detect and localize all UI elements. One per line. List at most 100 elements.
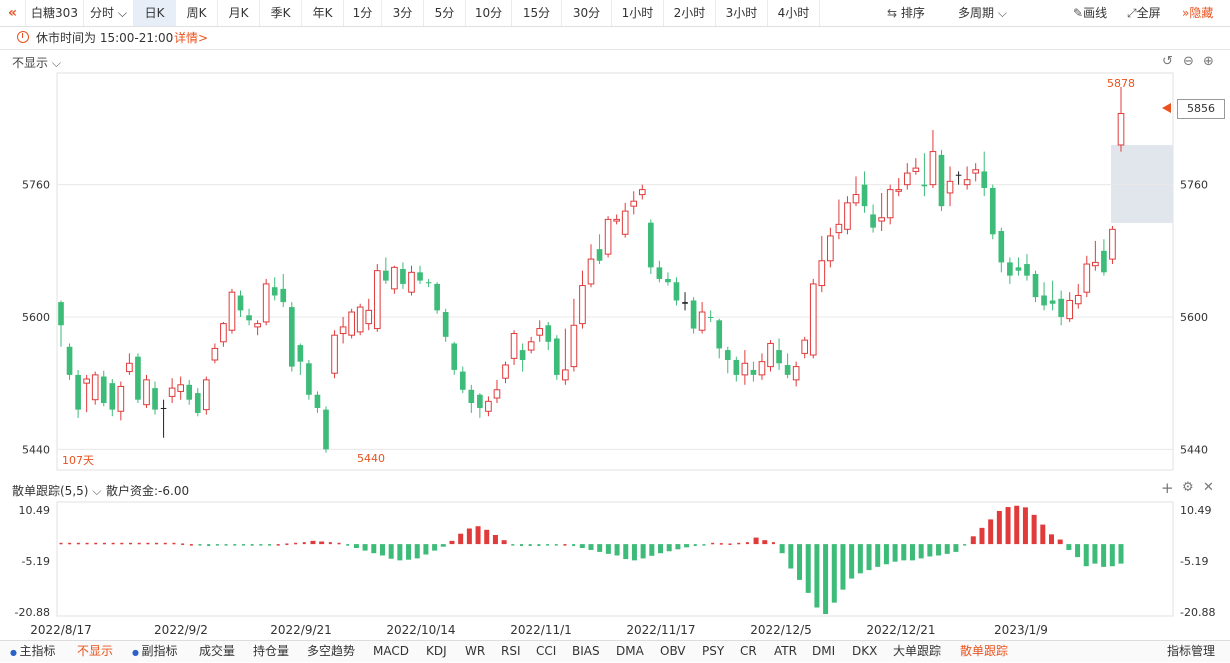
candle-body [1109, 228, 1116, 260]
period-tab-4[interactable]: 季K [260, 0, 302, 26]
period-tab-7[interactable]: 3分 [382, 0, 424, 26]
gear-icon[interactable]: ⚙ [1182, 480, 1194, 495]
indicator-bar [406, 544, 412, 560]
candle-body [998, 230, 1005, 263]
indicator-tab-9[interactable]: RSI [501, 644, 521, 658]
candle-body [160, 407, 167, 409]
indicator-tab-8[interactable]: WR [465, 644, 486, 658]
candle-body [809, 283, 817, 356]
high-price-label: 5878 [1107, 77, 1135, 90]
candle-body [400, 269, 406, 284]
candle-body [579, 285, 586, 325]
indicator-tab-14[interactable]: PSY [702, 644, 725, 658]
period-tab-12[interactable]: 1小时 [612, 0, 664, 26]
indicator-tab-13[interactable]: OBV [660, 644, 686, 658]
period-tab-6[interactable]: 1分 [344, 0, 382, 26]
candle-body [878, 217, 885, 222]
x-tick-label: 2022/12/5 [750, 623, 812, 637]
period-tab-1[interactable]: 日K [134, 0, 176, 26]
x-tick-label: 2022/12/21 [866, 623, 935, 637]
indicator-tab-5[interactable]: 多空趋势 [307, 644, 356, 658]
close-icon[interactable]: ✕ [1203, 480, 1214, 495]
indicator-bar [711, 542, 715, 545]
indicator-tab-6[interactable]: MACD [373, 644, 409, 658]
sort-button[interactable]: ⇆ 排序 [887, 6, 925, 20]
candle-body [921, 184, 928, 187]
indicator-tab-15[interactable]: CR [740, 644, 757, 658]
candle-body [356, 306, 364, 333]
indicator-bar [684, 544, 690, 548]
candle-body [792, 366, 800, 381]
period-tab-11[interactable]: 30分 [562, 0, 612, 26]
fullscreen-button[interactable]: ⤢全屏 [1127, 6, 1161, 20]
candle-body [955, 174, 962, 176]
detail-link[interactable]: 详情> [174, 31, 209, 45]
candle-body [203, 379, 210, 411]
candle-body [776, 350, 782, 364]
reset-icon[interactable]: ↺ [1162, 54, 1173, 69]
double-left-arrow-icon[interactable]: « [0, 0, 26, 26]
indicator-tab-12[interactable]: DMA [616, 644, 644, 658]
zoom-in-icon[interactable]: ⊕ [1203, 54, 1214, 69]
candle-body [613, 218, 620, 222]
indicator-tab-19[interactable]: 大单跟踪 [893, 644, 942, 658]
indicator-bar [901, 544, 907, 561]
period-tab-10[interactable]: 15分 [512, 0, 562, 26]
indicator-bar [310, 540, 316, 545]
indicator-tab-3[interactable]: 成交量 [199, 644, 236, 658]
indicator-bar [120, 542, 124, 545]
zoom-out-icon[interactable]: ⊖ [1183, 54, 1194, 69]
symbol-label[interactable]: 白糖303 [26, 0, 84, 26]
candle-body [348, 311, 355, 336]
indicator-bar [797, 544, 803, 580]
indicator-tab-7[interactable]: KDJ [426, 644, 447, 658]
candle-body [844, 202, 851, 230]
add-icon[interactable]: + [1161, 479, 1174, 497]
period-tab-9[interactable]: 10分 [466, 0, 512, 26]
period-tab-3[interactable]: 月K [218, 0, 260, 26]
indicator-manage-button[interactable]: 指标管理 [1167, 644, 1216, 658]
indicator-bar [1092, 544, 1098, 564]
chevron-down-icon: ⌵ [51, 56, 61, 70]
indicator-bar [215, 544, 219, 546]
indicator-bar [94, 542, 98, 545]
candle-body [373, 270, 381, 330]
draw-line-button[interactable]: ✎画线 [1073, 6, 1108, 20]
hide-button[interactable]: »隐藏 [1182, 6, 1214, 20]
candle-body [1058, 298, 1064, 317]
period-tab-0[interactable]: 分时 ⌵ [84, 0, 134, 26]
indicator-tab-4[interactable]: 持仓量 [253, 644, 290, 658]
main-indicator-noshow-dropdown[interactable]: 不显示 ⌵ [12, 56, 61, 70]
indicator-tab-16[interactable]: ATR [774, 644, 797, 658]
indicator-bar [1057, 539, 1063, 545]
indicator-bar [588, 544, 594, 550]
candle-body [630, 200, 638, 207]
indicator-tab-2[interactable]: ● 副指标 [132, 641, 178, 663]
period-tab-8[interactable]: 5分 [424, 0, 466, 26]
candle-body [570, 324, 578, 368]
indicator-selector[interactable]: 散单跟踪(5,5) ⌵ [12, 484, 102, 498]
period-tab-5[interactable]: 年K [302, 0, 344, 26]
low-price-label: 5440 [357, 452, 385, 465]
period-tab-13[interactable]: 2小时 [664, 0, 716, 26]
chevron-down-icon: ⌵ [997, 6, 1007, 20]
candle-body [946, 180, 954, 194]
candle-body [1101, 250, 1107, 273]
indicator-tab-17[interactable]: DMI [812, 644, 836, 658]
multi-period-dropdown[interactable]: 多周期 ⌵ [958, 6, 1007, 20]
indicator-tab-10[interactable]: CCI [536, 644, 557, 658]
indicator-bar [927, 544, 933, 557]
indicator-bar [224, 544, 228, 546]
indicator-tab-20[interactable]: 散单跟踪 [960, 644, 1009, 658]
indicator-tab-1[interactable]: 不显示 [77, 644, 114, 658]
period-tab-15[interactable]: 4小时 [768, 0, 820, 26]
period-tab-2[interactable]: 周K [176, 0, 218, 26]
indicator-tab-18[interactable]: DKX [852, 644, 878, 658]
indicator-tab-11[interactable]: BIAS [572, 644, 600, 658]
candle-body [177, 384, 184, 392]
period-tab-14[interactable]: 3小时 [716, 0, 768, 26]
indicator-tab-0[interactable]: ● 主指标 [10, 641, 56, 663]
toolbar: « 白糖303 ⇆ 排序 多周期 ⌵ ✎画线 ⤢全屏 »隐藏 分时 ⌵ 日K 周K 月… [0, 0, 1230, 27]
current-price-tag: 5856 [1177, 99, 1225, 119]
